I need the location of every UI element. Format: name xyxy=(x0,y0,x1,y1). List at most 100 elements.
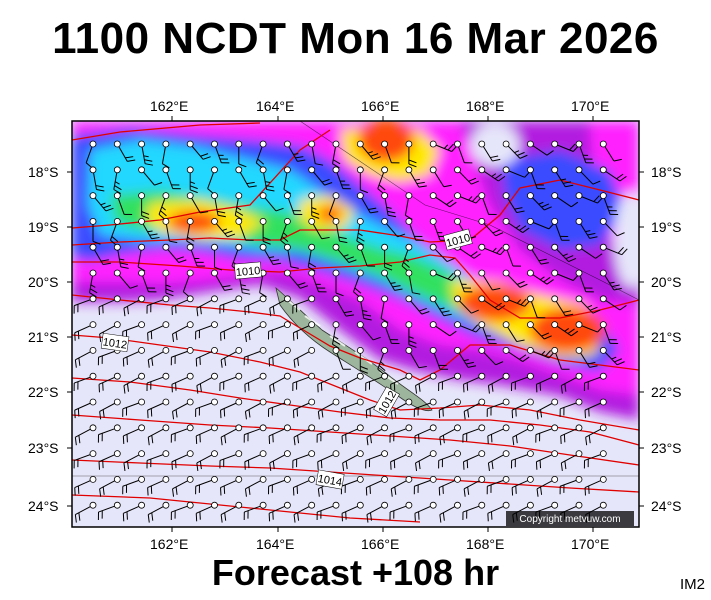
wind-barb xyxy=(414,424,437,444)
wind-barb xyxy=(502,243,521,267)
wind-barb xyxy=(195,321,218,340)
wind-barb xyxy=(317,450,340,470)
forecast-label: Forecast +108 hr xyxy=(211,552,500,593)
wind-barb xyxy=(502,192,525,214)
wind-barb xyxy=(123,450,146,471)
wind-barb xyxy=(196,450,218,471)
lat-label: 23°S xyxy=(28,440,59,456)
wind-barb xyxy=(463,372,486,393)
wind-barb xyxy=(390,475,413,497)
wind-barb xyxy=(551,243,577,263)
wind-barb xyxy=(413,398,437,417)
wind-barb xyxy=(340,398,364,417)
wind-barb xyxy=(381,269,403,291)
wind-barb xyxy=(599,295,627,311)
wind-barb xyxy=(211,140,230,164)
lat-label: 19°S xyxy=(28,219,59,235)
wind-barb xyxy=(527,217,555,230)
wind-barb xyxy=(74,398,97,419)
wind-barb xyxy=(575,269,594,293)
wind-barb xyxy=(269,450,291,471)
wind-barb xyxy=(259,243,282,266)
wind-barb xyxy=(583,372,607,392)
wind-barb xyxy=(463,450,486,470)
wind-barb xyxy=(341,501,364,522)
wind-barb xyxy=(583,450,607,469)
wind-barb xyxy=(211,269,233,291)
wind-barb xyxy=(147,475,170,496)
wind-barb xyxy=(429,192,457,208)
wind-barb xyxy=(478,140,501,162)
wind-barb xyxy=(575,243,603,259)
wind-barb xyxy=(332,321,341,349)
wind-barb xyxy=(220,321,243,341)
wind-barb xyxy=(575,217,598,239)
wind-barb xyxy=(502,321,525,343)
wind-barb xyxy=(536,398,559,420)
wind-barb xyxy=(415,450,437,471)
wind-barb xyxy=(342,372,364,394)
wind-barb xyxy=(243,424,267,443)
wind-barb xyxy=(512,424,534,446)
wind-barb xyxy=(98,450,121,470)
wind-barb xyxy=(220,475,243,496)
wind-barb xyxy=(317,372,340,393)
wind-barb xyxy=(220,398,243,419)
wind-barb xyxy=(381,192,397,218)
wind-barb xyxy=(527,166,546,190)
wind-barb xyxy=(340,475,364,495)
wind-barb xyxy=(308,269,327,293)
lat-label: 20°S xyxy=(28,274,59,290)
wind-barb xyxy=(244,398,267,420)
wind-barb xyxy=(366,424,389,446)
wind-barb xyxy=(510,450,534,469)
wind-barb xyxy=(478,295,506,311)
wind-barb xyxy=(332,269,344,297)
isobar-label: 1012 xyxy=(102,336,128,351)
wind-barb xyxy=(147,346,170,368)
wind-barb xyxy=(527,140,554,156)
wind-barb xyxy=(487,424,510,444)
wind-barb xyxy=(235,166,257,188)
wind-barb xyxy=(404,192,413,220)
wind-barb xyxy=(356,140,381,160)
wind-barb xyxy=(268,346,291,367)
wind-barb xyxy=(170,424,194,443)
wind-barb xyxy=(186,217,195,246)
wind-barb xyxy=(97,501,121,521)
wind-barb xyxy=(244,450,267,470)
wind-barb xyxy=(527,295,546,319)
wind-barb xyxy=(401,243,413,272)
wind-barb xyxy=(89,192,114,212)
wind-barb xyxy=(438,372,461,392)
wind-barb xyxy=(195,501,218,522)
wind-barb xyxy=(405,166,427,188)
wind-barb xyxy=(146,295,170,314)
wind-barb xyxy=(405,269,421,295)
wind-barb xyxy=(74,501,97,523)
wind-barb xyxy=(365,475,389,496)
wind-barb xyxy=(454,295,479,314)
wind-barb xyxy=(381,140,400,164)
wind-barb xyxy=(438,398,461,419)
wind-barb xyxy=(478,217,504,237)
wind-barb xyxy=(342,450,364,471)
wind-barb xyxy=(575,346,598,368)
wind-barb xyxy=(332,243,357,263)
lat-label: 19°S xyxy=(651,219,682,235)
wind-barb xyxy=(292,450,316,469)
lat-label: 18°S xyxy=(651,164,682,180)
wind-barb xyxy=(356,321,381,341)
wind-barb xyxy=(267,475,291,495)
wind-barb xyxy=(356,346,368,374)
wind-barb xyxy=(316,501,340,521)
wind-barb xyxy=(89,243,111,266)
wind-barb xyxy=(551,321,579,337)
wind-barb xyxy=(415,372,437,394)
wind-barb xyxy=(292,321,316,341)
wind-barb xyxy=(162,243,187,263)
wind-barb xyxy=(551,346,570,370)
wind-barb xyxy=(244,295,267,315)
wind-barb xyxy=(486,398,510,417)
wind-barb xyxy=(599,166,627,182)
